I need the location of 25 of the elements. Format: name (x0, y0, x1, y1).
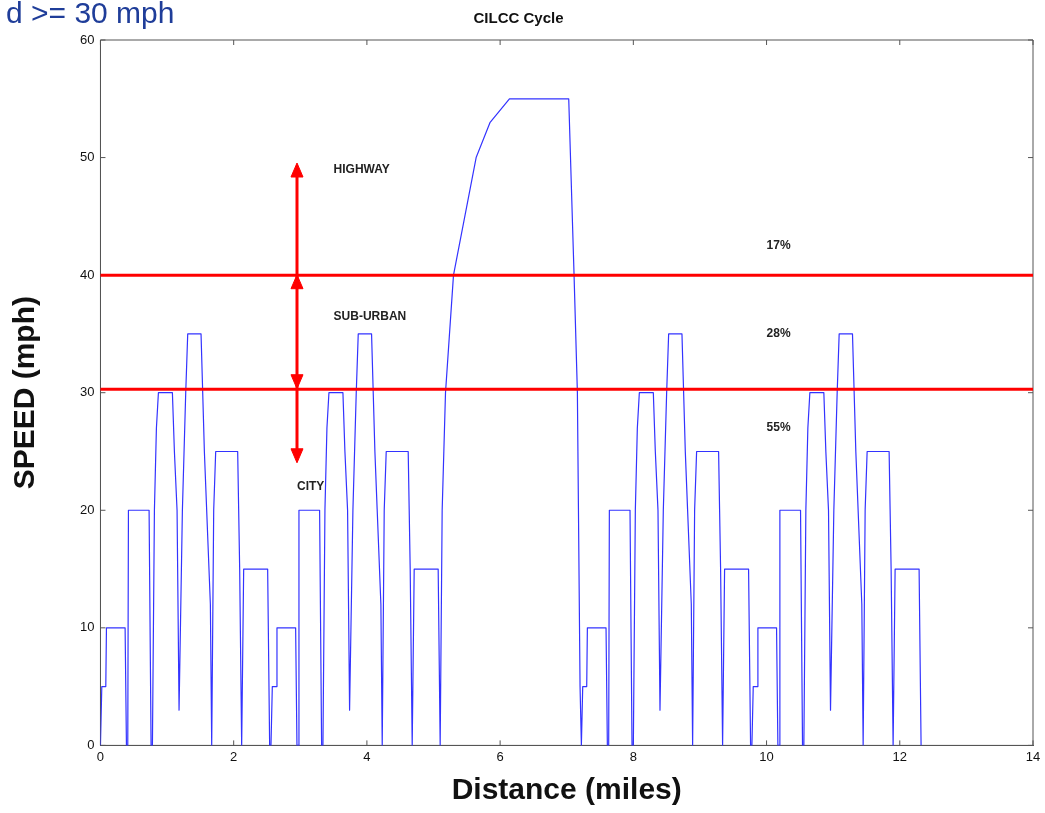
y-tick-label: 40 (79, 266, 95, 282)
annotation: CITY (296, 479, 325, 494)
x-tick-label: 14 (1025, 748, 1041, 764)
annotation: SUB-URBAN (333, 308, 407, 323)
x-tick-label: 8 (629, 748, 637, 764)
x-tick-label: 2 (230, 748, 238, 764)
x-tick-label: 4 (363, 748, 371, 764)
x-axis-title: Distance (miles) (451, 772, 682, 806)
annotation: 28% (766, 326, 791, 341)
y-tick-label: 0 (87, 736, 95, 752)
y-tick-label: 20 (79, 501, 95, 517)
annotation: 55% (766, 420, 791, 435)
x-tick-label: 6 (496, 748, 504, 764)
y-axis-title: SPEED (mph) (7, 296, 41, 490)
chart-title: CILCC Cycle (473, 9, 564, 27)
y-tick-label: 50 (79, 149, 95, 165)
y-tick-label: 30 (79, 384, 95, 400)
annotation: HIGHWAY (333, 161, 390, 176)
x-tick-label: 0 (96, 748, 105, 764)
x-tick-label: 12 (892, 748, 908, 764)
x-tick-label: 10 (759, 748, 774, 764)
y-tick-label: 60 (79, 31, 95, 47)
y-tick-label: 10 (79, 619, 95, 635)
text: d >= 30 mph (6, 0, 175, 30)
annotation: 17% (766, 238, 791, 253)
